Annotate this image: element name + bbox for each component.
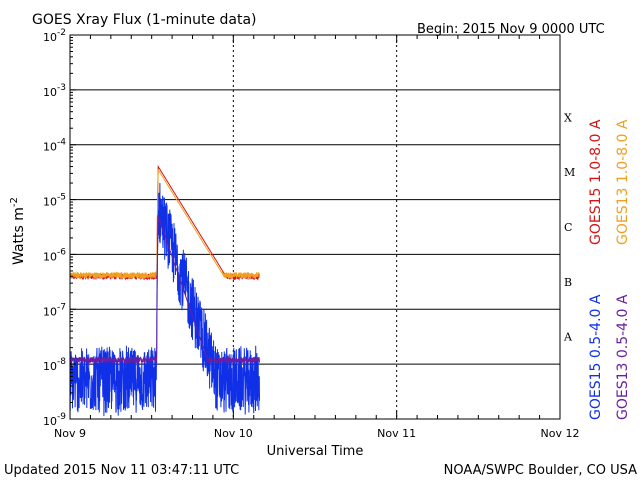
legend-entry: GOES13 0.5-4.0 A (615, 294, 631, 420)
flare-class-label: A (563, 331, 573, 344)
y-tick-label: 10-3 (43, 83, 66, 99)
y-axis-label: Watts m-2 (9, 197, 27, 265)
begin-label: Begin: 2015 Nov 9 0000 UTC (417, 22, 605, 37)
flare-class-label: C (564, 221, 572, 234)
x-tick-label: Nov 9 (54, 427, 86, 440)
flare-class-labels: A B C M X (563, 111, 575, 343)
legend-entry: GOES15 1.0-8.0 A (588, 119, 604, 245)
series-line (69, 215, 260, 365)
y-tick-label: 10-7 (43, 302, 66, 318)
y-axis-ticks: 10-9 10-8 10-7 10-6 10-5 10-4 10-3 10-2 (43, 28, 76, 428)
updated-timestamp: Updated 2015 Nov 11 03:47:11 UTC (4, 463, 239, 478)
x-tick-label: Nov 11 (377, 427, 416, 440)
credit-label: NOAA/SWPC Boulder, CO USA (444, 463, 637, 478)
flare-class-label: M (564, 166, 575, 179)
y-tick-label: 10-4 (43, 138, 66, 154)
x-tick-label: Nov 10 (214, 427, 253, 440)
legend: GOES15 1.0-8.0 A GOES13 1.0-8.0 A GOES15 0… (588, 119, 631, 420)
chart-title: GOES Xray Flux (1-minute data) (32, 12, 257, 28)
y-tick-label: 10-8 (43, 357, 66, 373)
flare-class-label: X (564, 111, 572, 124)
x-axis-label: Universal Time (267, 444, 364, 459)
series-line (69, 169, 260, 280)
flare-class-label: B (564, 276, 572, 289)
legend-entry: GOES15 0.5-4.0 A (588, 294, 604, 420)
legend-entry: GOES13 1.0-8.0 A (615, 119, 631, 245)
y-tick-label: 10-2 (43, 28, 66, 44)
x-tick-label: Nov 12 (541, 427, 580, 440)
y-tick-label: 10-6 (43, 247, 66, 263)
y-tick-label: 10-5 (43, 193, 66, 209)
series-lines (69, 164, 260, 417)
series-line (69, 182, 260, 417)
grid (70, 35, 560, 419)
y-tick-label: 10-9 (43, 412, 66, 428)
x-axis-ticks: Nov 9 Nov 10 Nov 11 Nov 12 (54, 35, 579, 440)
